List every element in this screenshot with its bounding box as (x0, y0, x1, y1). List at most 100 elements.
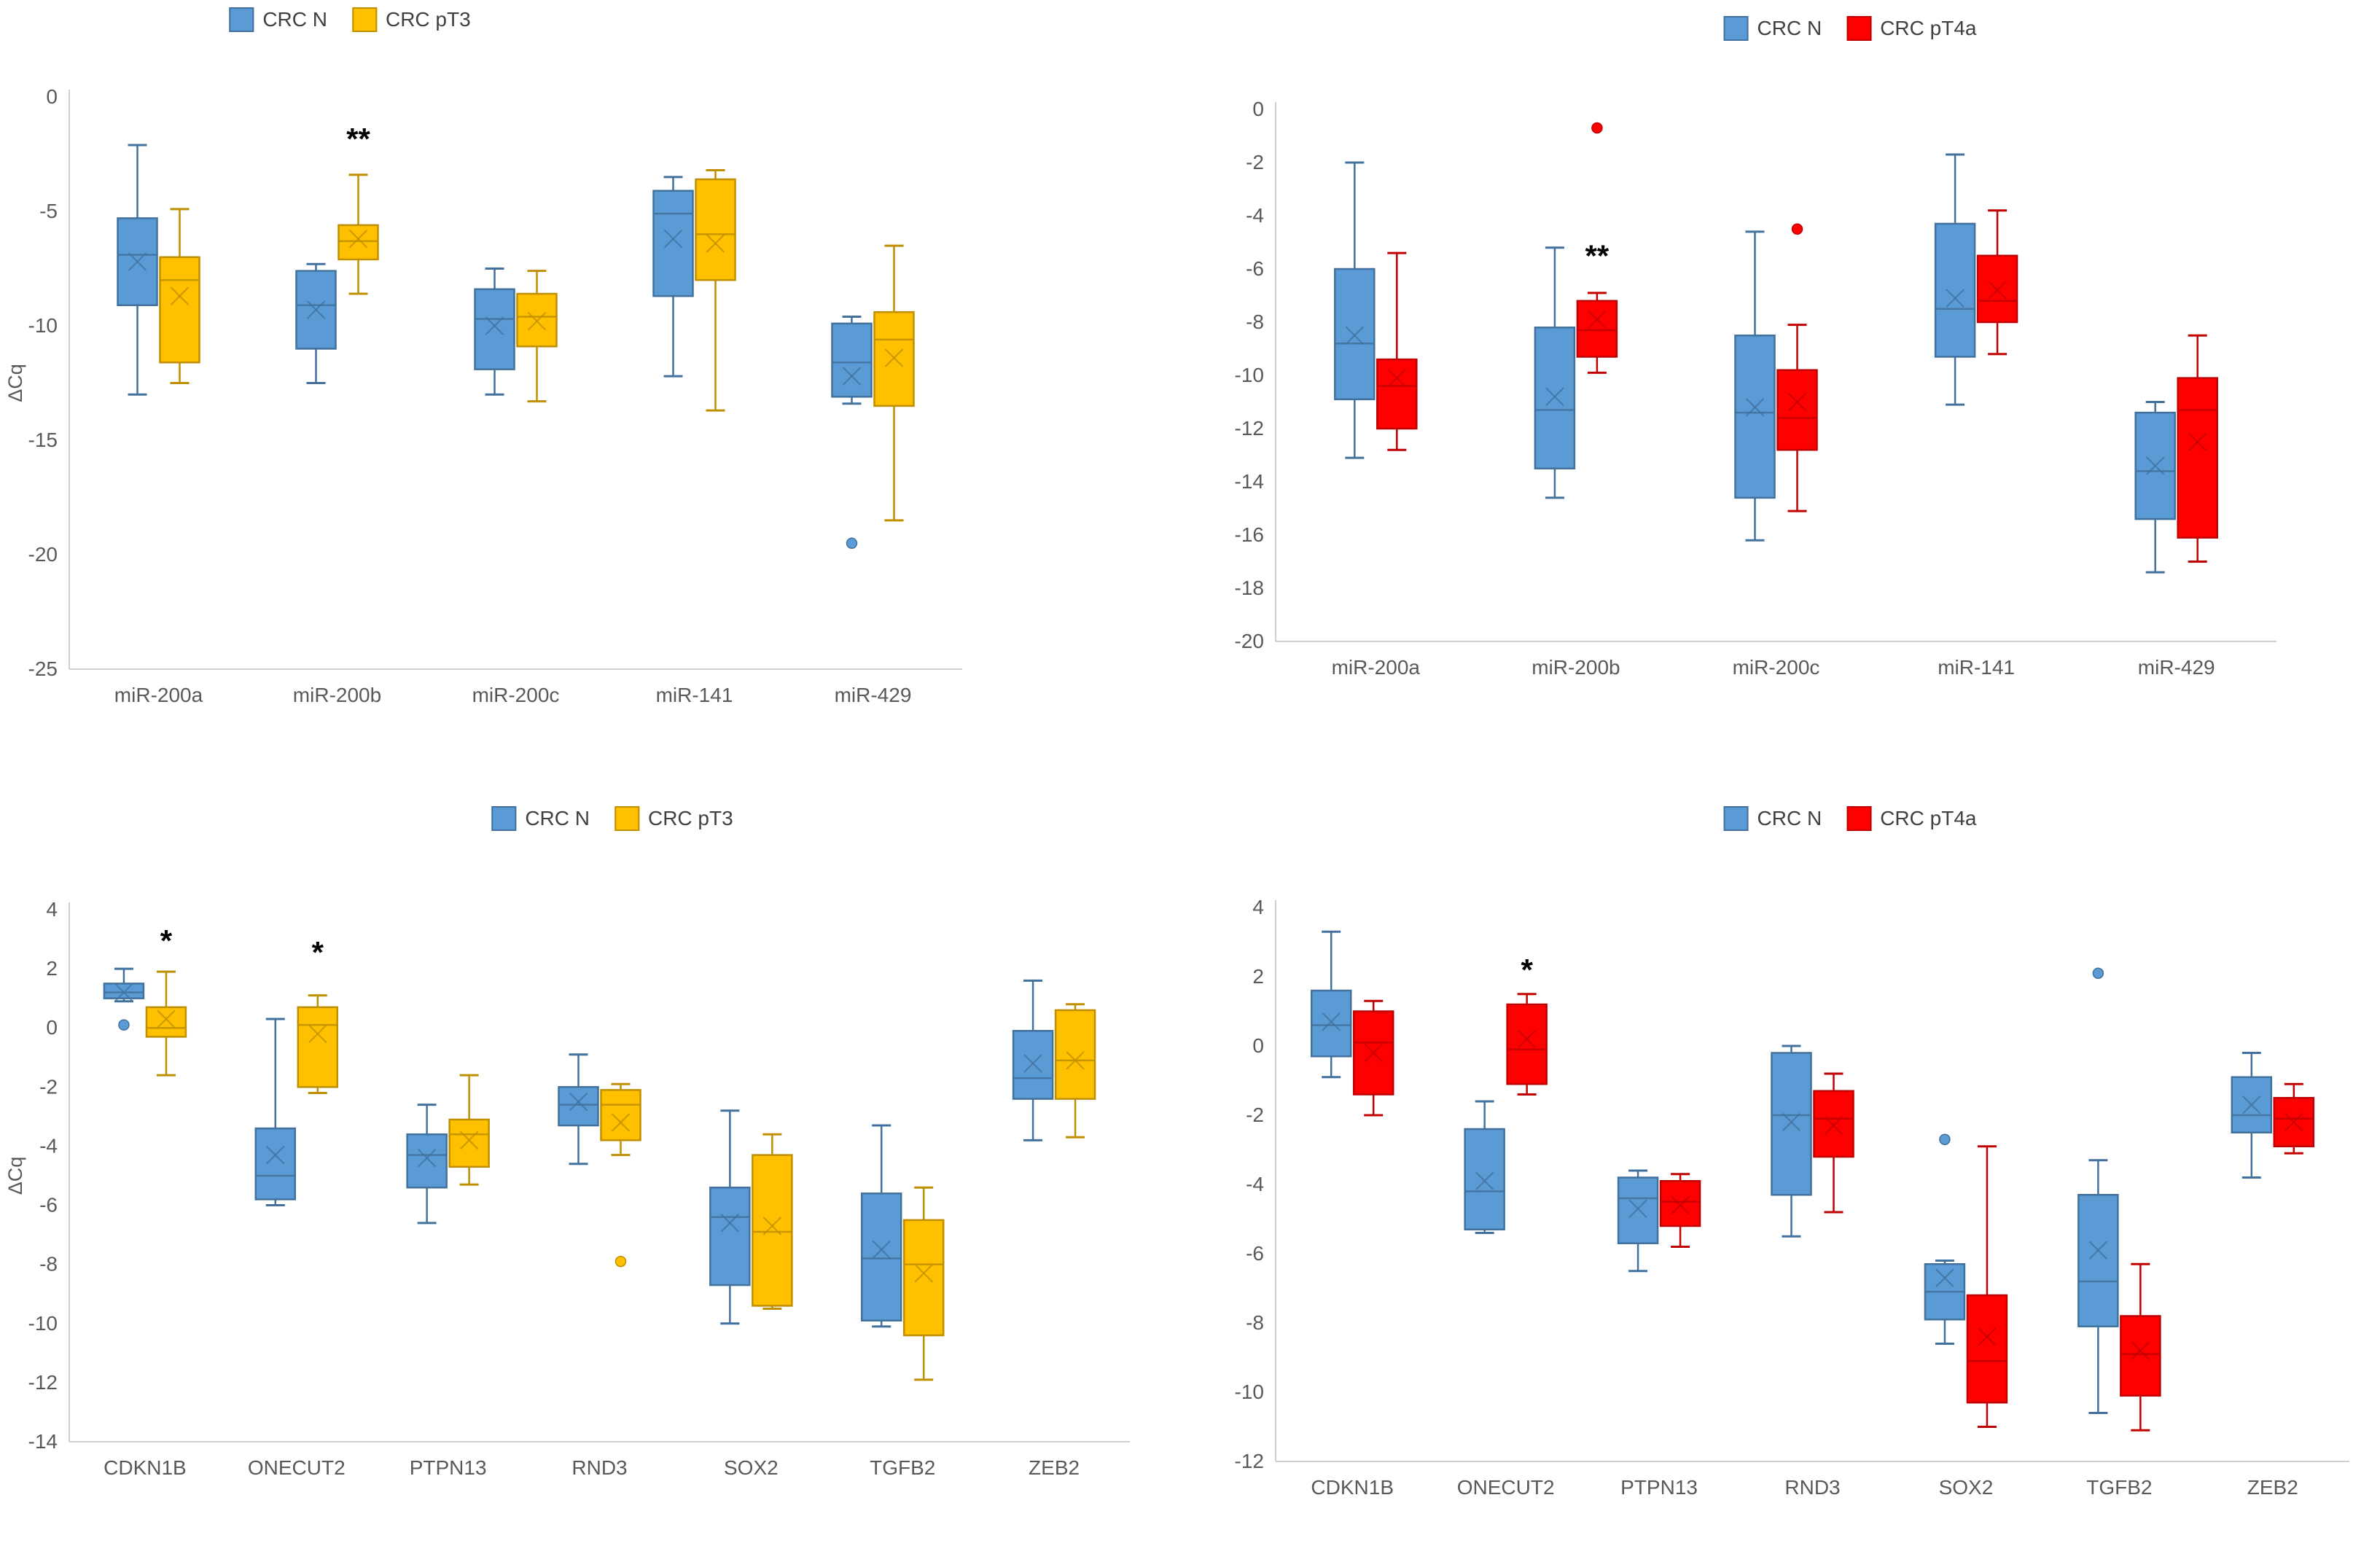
legend: CRC N CRC pT3 (229, 7, 471, 32)
box-rect (1813, 1090, 1854, 1158)
legend-label: CRC N (1757, 807, 1822, 829)
box-rect (1776, 369, 1818, 451)
box-group-crc-n-CDKN1B (103, 967, 145, 1031)
mean-marker (2285, 1112, 2303, 1132)
y-tick-label: -14 (28, 1430, 58, 1453)
chart-genes-pt4a: CRC N CRC pT4a 4 2 0 -2 -4 -6 -8 -10 -12 CDKN1B ONEC… (1190, 777, 2380, 1554)
box-group-crc-n-ZEB2 (2231, 1052, 2273, 1179)
box-group-crc-n-TGFB2 (2077, 967, 2119, 1414)
significance-label: ** (346, 122, 370, 156)
x-category-label: miR-141 (656, 684, 733, 706)
box-group-crc-n-miR-429 (831, 315, 873, 550)
mean-marker (1745, 398, 1765, 417)
box-rect (1934, 222, 1976, 358)
legend-label: CRC N (1757, 17, 1822, 39)
legend-swatch-icon (1723, 16, 1749, 41)
box-group-crc-pt3-miR-141 (695, 168, 736, 412)
box-rect (159, 256, 200, 364)
y-tick-label: -6 (1246, 257, 1264, 280)
mean-marker (266, 1145, 285, 1165)
box-rect (448, 1118, 490, 1168)
y-tick-label: 4 (46, 898, 58, 921)
mean-marker (569, 1092, 588, 1112)
box-rect (1376, 358, 1418, 430)
box-rect (1966, 1294, 2008, 1404)
box-group-crc-n-miR-429 (2134, 401, 2176, 574)
box-rect (709, 1186, 751, 1286)
box-rect (873, 311, 915, 407)
box-rect (1734, 335, 1776, 499)
y-tick-label: -8 (1246, 1311, 1264, 1334)
legend-item: CRC N (1723, 806, 1822, 831)
plot-area: 0 -2 -4 -6 -8 -10 -12 -14 -16 -18 -20 miR-200a miR-2… (1235, 98, 2276, 679)
x-category-label: PTPN13 (1620, 1476, 1698, 1499)
mean-marker (1364, 1043, 1383, 1063)
legend-item: CRC N (1723, 16, 1822, 41)
box-group-crc-n-miR-200c (474, 268, 515, 396)
x-category-label: SOX2 (724, 1456, 779, 1479)
box-rect (1506, 1003, 1548, 1085)
box-group-crc-n-RND3 (1771, 1045, 1812, 1238)
box-group-crc-n-miR-200b (295, 262, 337, 384)
mean-marker (1545, 387, 1564, 406)
legend-swatch-icon (229, 7, 254, 32)
mean-marker (485, 316, 504, 335)
mean-marker (1935, 1268, 1954, 1287)
x-category-label: RND3 (1784, 1476, 1840, 1499)
mean-marker (706, 234, 725, 253)
mean-marker (663, 229, 683, 249)
mean-marker (2088, 1241, 2108, 1260)
legend-swatch-icon (1723, 806, 1749, 831)
box-group-crc-n-miR-200c (1734, 230, 1776, 542)
box-group-crc-n-ONECUT2 (254, 1018, 297, 1207)
chart-genes-pt3: CRC N CRC pT3 4 2 0 -2 -4 -6 -8 -10 -12 -14 ΔCq CDKN1… (0, 777, 1190, 1554)
legend-item: CRC N (229, 7, 327, 32)
y-tick-label: 4 (1252, 896, 1264, 918)
mean-marker (1787, 392, 1807, 412)
legend-swatch-icon (491, 806, 517, 831)
mean-marker (170, 286, 190, 305)
legend-label: CRC pT4a (1880, 807, 1977, 829)
box-rect (2077, 1194, 2119, 1327)
box-group-crc-pt4a-RND3 (1813, 1072, 1854, 1214)
box-rect (2177, 377, 2218, 539)
plot-area: 4 2 0 -2 -4 -6 -8 -10 -12 CDKN1B ONECUT2 PTPN13 RND3… (1235, 896, 2349, 1499)
y-tick-label: -20 (28, 543, 58, 566)
y-tick-label: -10 (1235, 1381, 1264, 1403)
x-category-label: miR-200a (114, 684, 203, 706)
box-rect (338, 224, 379, 261)
box-group-crc-n-SOX2 (709, 1109, 751, 1325)
box-rect (695, 178, 736, 281)
box-group-crc-pt3-TGFB2 (902, 1186, 945, 1381)
mean-marker (1023, 1054, 1042, 1073)
mean-marker (114, 983, 133, 1002)
box-group-crc-n-miR-200a (117, 144, 158, 396)
y-tick-label: -8 (39, 1253, 58, 1276)
mean-marker (128, 252, 147, 271)
mean-marker (2242, 1096, 2261, 1114)
box-group-crc-n-ONECUT2 (1464, 1100, 1505, 1234)
significance-label: * (160, 924, 173, 958)
legend-label: CRC pT4a (1880, 17, 1977, 39)
y-tick-label: -10 (1235, 364, 1264, 386)
y-tick-label: -12 (1235, 1450, 1264, 1472)
mean-marker (157, 1010, 176, 1028)
box-group-crc-pt4a-miR-429 (2177, 334, 2218, 563)
box-group-crc-pt3-PTPN13 (448, 1074, 490, 1186)
y-tick-label: -25 (28, 657, 58, 680)
outlier-point (1939, 1133, 1951, 1145)
box-rect (103, 983, 145, 999)
box-group-crc-pt4a-miR-200b: ** (1576, 122, 1618, 374)
legend-swatch-icon (351, 7, 377, 32)
box-rect (254, 1127, 297, 1200)
x-category-label: miR-429 (835, 684, 912, 706)
y-tick-label: 2 (46, 957, 58, 980)
legend-item: CRC pT3 (351, 7, 471, 32)
y-axis-title: ΔCq (4, 1157, 26, 1195)
box-group-crc-pt3-ZEB2 (1054, 1003, 1096, 1139)
mean-marker (1628, 1199, 1647, 1218)
box-rect (117, 217, 158, 306)
x-category-label: miR-141 (1938, 656, 2015, 679)
mean-marker (1978, 1327, 1997, 1346)
box-group-crc-pt3-ONECUT2: * (297, 935, 339, 1094)
